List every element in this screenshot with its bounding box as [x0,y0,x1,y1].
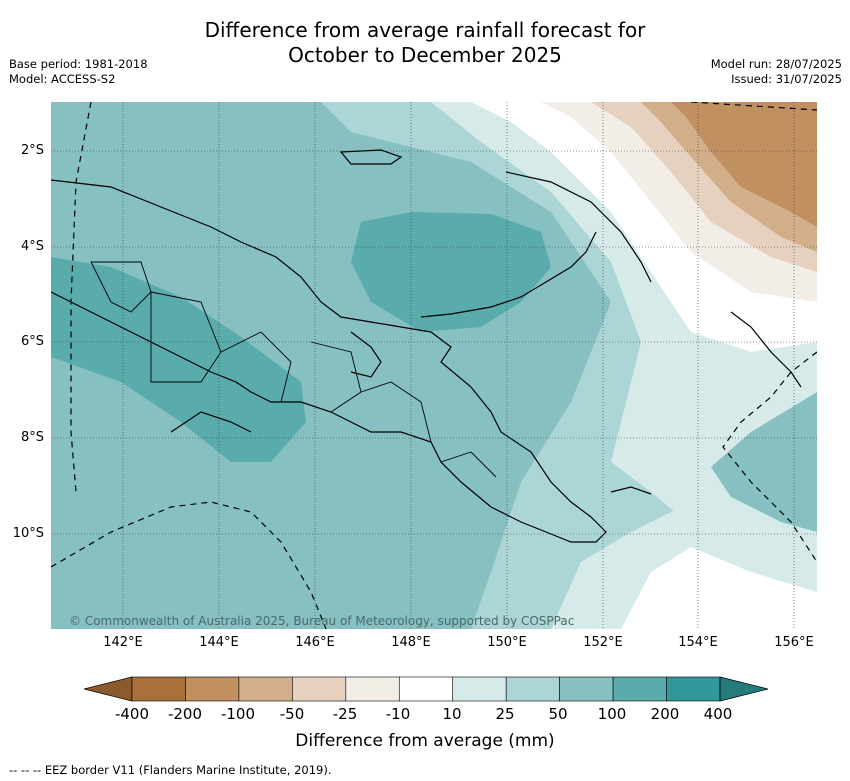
cb-tick-4: -25 [332,705,358,723]
lon-label-146e: 146°E [295,635,335,650]
cb-tick-11: 400 [703,705,733,723]
lon-label-150e: 150°E [487,635,527,650]
colorbar-segment-8 [559,676,614,702]
lon-label-152e: 152°E [583,635,623,650]
coastlines [51,149,802,543]
colorbar-segment-1 [185,676,240,702]
png-gulf-detail [350,331,382,378]
colorbar-segment-5 [398,676,454,702]
base-period: Base period: 1981-2018 [9,57,148,71]
issued-date: Issued: 31/07/2025 [731,72,842,86]
lon-label-142e: 142°E [103,635,143,650]
province-border-2 [150,291,222,383]
colorbar-svg [83,676,769,702]
colorbar-segment-4 [345,676,400,702]
cb-tick-6: 10 [442,705,462,723]
lon-label-148e: 148°E [391,635,431,650]
cb-tick-5: -10 [385,705,411,723]
model-name: Model: ACCESS-S2 [9,72,116,86]
eez-south [51,501,327,629]
png-mainland-outline [51,179,607,543]
colorbar-extend-low [83,676,133,702]
lat-label-8s: 8°S [20,430,44,445]
contour-minus-100-200 [671,102,817,227]
eez-east [722,351,817,563]
colorbar-segment-7 [505,676,560,702]
new-ireland-outline [505,171,652,283]
eez-borders [51,102,817,629]
cb-tick-9: 100 [597,705,627,723]
bougainville-outline [730,311,802,388]
province-border-6 [440,451,497,478]
cb-tick-8: 50 [548,705,568,723]
wet-blob-west [51,257,306,462]
wet-blob-east [711,392,817,532]
graticule [51,102,817,629]
lon-label-154e: 154°E [678,635,718,650]
model-run: Model run: 28/07/2025 [710,57,842,71]
colorbar-segment-3 [292,676,347,702]
colorbar [83,674,769,704]
cb-tick-10: 200 [650,705,680,723]
cb-tick-3: -50 [279,705,305,723]
lat-label-4s: 4°S [20,239,44,254]
lat-label-6s: 6°S [20,334,44,349]
cb-tick-7: 25 [495,705,515,723]
lat-label-2s: 2°S [20,143,44,158]
lon-label-156e: 156°E [774,635,814,650]
colorbar-segment-9 [612,676,667,702]
cb-tick-1: -200 [167,705,203,723]
province-border-5 [360,381,432,443]
wet-blob-north [351,212,551,332]
cb-tick-2: -100 [220,705,256,723]
title-line-1: Difference from average rainfall forecas… [204,18,646,42]
lat-label-10s: 10°S [12,526,44,541]
map-title: Difference from average rainfall forecas… [0,18,850,68]
meta-right: Model run: 28/07/2025 Issued: 31/07/2025 [711,57,842,87]
colorbar-segment-2 [238,676,293,702]
province-border-4 [310,341,362,413]
colorbar-segment-0 [131,676,186,702]
new-britain-outline [420,231,597,318]
contour-south-east-white [621,547,817,629]
copyright-notice: © Commonwealth of Australia 2025, Bureau… [69,614,575,628]
fly-river-delta [170,411,252,433]
eez-legend: -- -- -- EEZ border V11 (Flanders Marine… [9,763,332,777]
cb-tick-0: -400 [114,705,150,723]
map-svg [51,102,817,629]
colorbar-extend-high [719,676,769,702]
lon-label-144e: 144°E [199,635,239,650]
manus-island [339,149,403,165]
province-border-1 [90,261,152,313]
colorbar-segment-6 [452,676,507,702]
meta-left: Base period: 1981-2018 Model: ACCESS-S2 [9,57,148,87]
colorbar-segment-10 [666,676,721,702]
milne-bay-islands [610,486,652,495]
colorbar-label: Difference from average (mm) [295,731,555,751]
title-line-2: October to December 2025 [288,43,562,67]
rainfall-map [51,102,817,629]
eez-west [70,102,92,493]
